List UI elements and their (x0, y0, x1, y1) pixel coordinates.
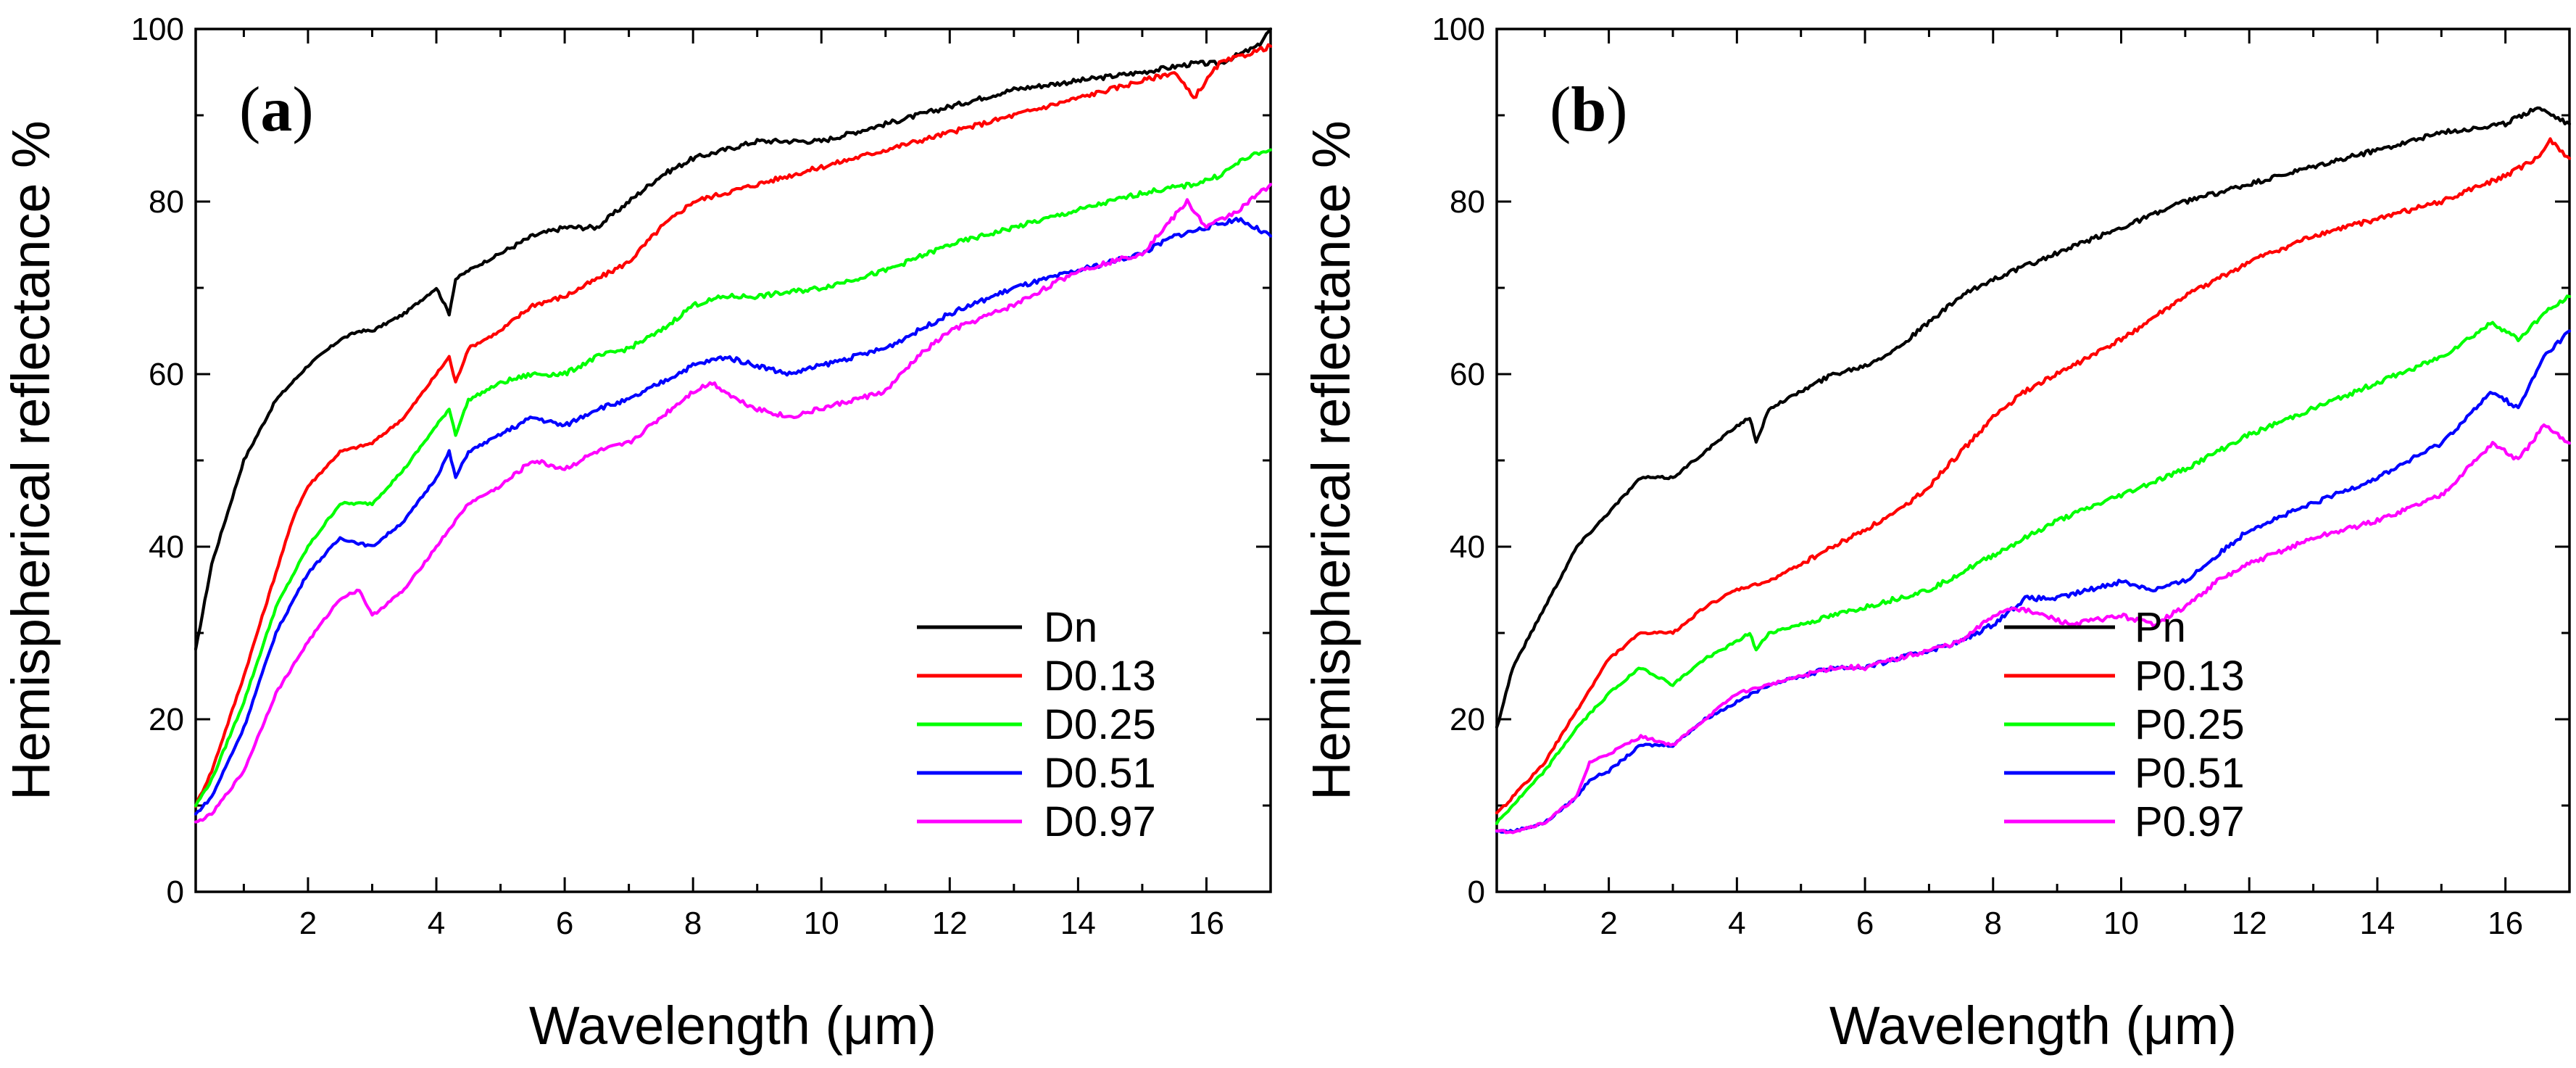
panel-b-series-p0-25 (1495, 294, 2572, 825)
panel-a-label: (a) (239, 75, 314, 145)
panel-b-legend-label: P0.25 (2135, 701, 2245, 748)
panel-b-y-tick-label: 40 (1450, 529, 1485, 565)
panel-b-series (1495, 106, 2572, 835)
panel-b-x-tick-label: 14 (2359, 906, 2395, 941)
panel-b-series-p0-97 (1495, 423, 2572, 835)
panel-b-x-tick-label: 6 (1856, 906, 1874, 941)
panel-a-legend-label: D0.13 (1044, 653, 1156, 700)
panel-b-series-p0-13 (1495, 137, 2572, 815)
panel-a-legend-label: Dn (1044, 604, 1097, 651)
panel-b-series-p0-51 (1495, 329, 2572, 835)
panel-a: 2 4 6 8 10 12 14 16 0 20 40 60 80 100 (a) Wavelength … (1, 12, 1273, 1056)
panel-a-y-tick-label: 20 (149, 702, 184, 737)
panel-b-y-axis-title: Hemispherical reflectance % (1301, 120, 1361, 800)
panel-a-x-tick-label: 14 (1060, 906, 1096, 941)
panel-b-x-tick-label: 12 (2232, 906, 2267, 941)
panel-b-label: (b) (1550, 75, 1628, 145)
panel-b-x-tick-label: 10 (2103, 906, 2139, 941)
panel-a-y-tick-label: 80 (149, 184, 184, 220)
panel-a-series-dn (194, 27, 1273, 651)
panel-a-x-axis-title: Wavelength (μm) (529, 995, 936, 1056)
panel-a-series-d0-25 (194, 148, 1273, 808)
panel-a-x-tick-label: 4 (428, 906, 445, 941)
panel-a-x-tick-label: 6 (556, 906, 573, 941)
panel-a-x-tick-label: 8 (684, 906, 702, 941)
panel-b-y-tick-label: 0 (1468, 874, 1485, 910)
panel-b-series-pn (1495, 106, 2572, 729)
panel-a-x-tick-label: 12 (932, 906, 968, 941)
panel-a-y-tick-label: 100 (131, 12, 184, 47)
panel-b: 2 4 6 8 10 12 14 16 0 20 40 60 80 100 (b) Wavelength … (1301, 12, 2572, 1056)
panel-a-ticks: 2 4 6 8 10 12 14 16 0 20 40 60 80 100 (131, 12, 1272, 941)
panel-b-x-tick-label: 16 (2488, 906, 2523, 941)
panel-a-x-tick-label: 2 (299, 906, 317, 941)
panel-a-series-d0-13 (194, 43, 1273, 808)
panel-b-legend-label: Pn (2135, 604, 2186, 651)
panel-a-series-d0-97 (194, 183, 1273, 824)
panel-b-legend-label: P0.51 (2135, 750, 2245, 797)
panel-a-legend-label: D0.97 (1044, 798, 1156, 845)
panel-a-series (194, 27, 1273, 824)
panel-a-y-tick-label: 60 (149, 357, 184, 392)
panel-b-y-tick-label: 100 (1432, 12, 1485, 47)
panel-a-y-axis-title: Hemispherical reflectance % (1, 120, 61, 800)
panel-b-x-axis-title: Wavelength (μm) (1829, 995, 2237, 1056)
panel-b-x-tick-label: 2 (1600, 906, 1617, 941)
panel-a-legend-label: D0.25 (1044, 701, 1156, 748)
panel-b-legend-label: P0.97 (2135, 798, 2245, 845)
panel-a-x-tick-label: 10 (804, 906, 839, 941)
panel-b-x-tick-label: 4 (1728, 906, 1745, 941)
panel-b-y-tick-label: 60 (1450, 357, 1485, 392)
panel-a-y-tick-label: 0 (167, 874, 184, 910)
panel-b-y-tick-label: 20 (1450, 702, 1485, 737)
panel-b-plot-frame (1495, 28, 2571, 893)
panel-b-legend-label: P0.13 (2135, 653, 2245, 700)
panel-b-ticks: 2 4 6 8 10 12 14 16 0 20 40 60 80 100 (1432, 12, 2571, 941)
panel-a-y-tick-label: 40 (149, 529, 184, 565)
panel-a-legend-label: D0.51 (1044, 750, 1156, 797)
panel-a-x-tick-label: 16 (1189, 906, 1224, 941)
panel-b-y-tick-label: 80 (1450, 184, 1485, 220)
panel-b-x-tick-label: 8 (1985, 906, 2002, 941)
